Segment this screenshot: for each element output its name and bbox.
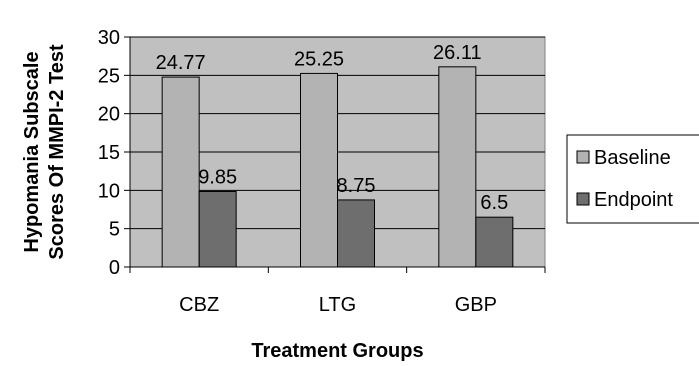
y-tick-label: 5	[109, 219, 120, 241]
y-axis-title-line-1: Hypomania Subscale	[21, 51, 43, 252]
x-ticks: CBZ LTG GBP	[129, 267, 546, 316]
x-tick-label: CBZ	[179, 294, 219, 316]
y-axis-title-line-2: Scores Of MMPI-2 Test	[46, 44, 68, 260]
bar-baseline-gbp	[438, 66, 477, 268]
legend-swatch-endpoint	[576, 192, 590, 206]
bar-baseline-ltg	[300, 72, 338, 268]
legend-label-baseline: Baseline	[594, 147, 671, 169]
bar-baseline-cbz	[161, 76, 200, 268]
bar-endpoint-cbz	[198, 190, 237, 268]
x-tick-label: LTG	[319, 294, 356, 316]
y-ticks: 0 5 10 15 20 25 30	[98, 27, 130, 279]
data-labels: 24.77 9.85 25.25 8.75 26.11 6.5	[156, 42, 509, 214]
y-tick-label: 0	[109, 257, 120, 279]
legend-swatch-baseline	[576, 150, 590, 164]
data-label: 25.25	[294, 48, 344, 70]
legend-box	[566, 134, 699, 224]
x-axis-title: Treatment Groups	[251, 340, 423, 362]
y-tick-label: 20	[98, 104, 120, 126]
bar-endpoint-ltg	[337, 199, 375, 268]
y-tick-label: 25	[98, 65, 120, 87]
legend-label-endpoint: Endpoint	[594, 189, 673, 211]
legend: Baseline Endpoint	[566, 134, 699, 224]
data-label: 24.77	[156, 52, 206, 74]
data-label: 9.85	[198, 166, 237, 188]
data-label: 6.5	[480, 192, 508, 214]
bars	[161, 66, 514, 268]
y-tick-label: 10	[98, 180, 120, 202]
y-tick-label: 15	[98, 142, 120, 164]
data-label: 26.11	[433, 42, 482, 64]
x-tick-label: GBP	[455, 294, 497, 316]
bar-endpoint-gbp	[475, 216, 514, 268]
y-tick-label: 30	[98, 27, 120, 49]
data-label: 8.75	[337, 175, 376, 197]
